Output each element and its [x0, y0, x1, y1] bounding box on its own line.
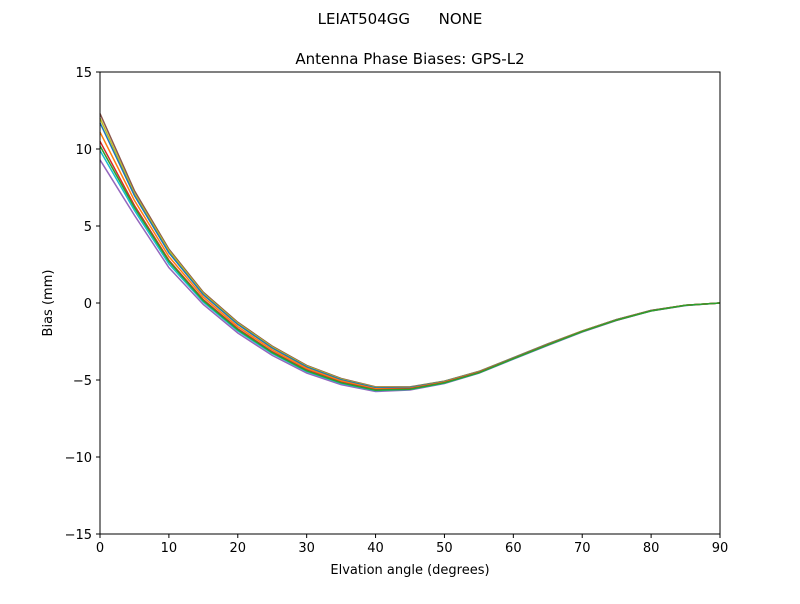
x-tick-label: 10 — [161, 541, 178, 556]
series-line-1 — [99, 113, 721, 388]
y-tick-label: −5 — [73, 374, 92, 389]
x-axis: 0 10 20 30 40 50 60 70 80 90 — [96, 534, 728, 556]
plot-frame — [99, 71, 721, 535]
series-line-7 — [99, 145, 721, 391]
series-line-6 — [99, 140, 721, 391]
x-tick-label: 20 — [230, 541, 247, 556]
x-tick-label: 60 — [505, 541, 522, 556]
chart-suptitle: LEIAT504GG NONE — [318, 10, 483, 28]
y-tick-label: −10 — [65, 451, 92, 466]
x-tick-label: 90 — [712, 541, 729, 556]
y-tick-label: 0 — [84, 297, 92, 312]
x-tick-label: 80 — [643, 541, 660, 556]
series-lines — [99, 113, 721, 393]
y-axis-label: Bias (mm) — [41, 270, 56, 337]
y-axis: −15 −10 −5 0 5 10 15 — [65, 66, 100, 543]
series-line-2 — [99, 117, 721, 389]
series-line-3 — [99, 150, 721, 392]
series-line-4 — [99, 122, 721, 389]
x-tick-label: 0 — [96, 541, 104, 556]
x-tick-label: 30 — [298, 541, 315, 556]
x-tick-label: 70 — [574, 541, 591, 556]
y-tick-label: −15 — [65, 528, 92, 543]
y-tick-label: 10 — [75, 143, 92, 158]
y-tick-label: 5 — [84, 220, 92, 235]
chart-title: Antenna Phase Biases: GPS-L2 — [295, 50, 524, 68]
x-tick-label: 50 — [436, 541, 453, 556]
series-line-0 — [99, 159, 721, 393]
x-tick-label: 40 — [367, 541, 384, 556]
x-axis-label: Elvation angle (degrees) — [330, 563, 489, 578]
series-line-5 — [99, 131, 721, 390]
y-tick-label: 15 — [75, 66, 92, 81]
